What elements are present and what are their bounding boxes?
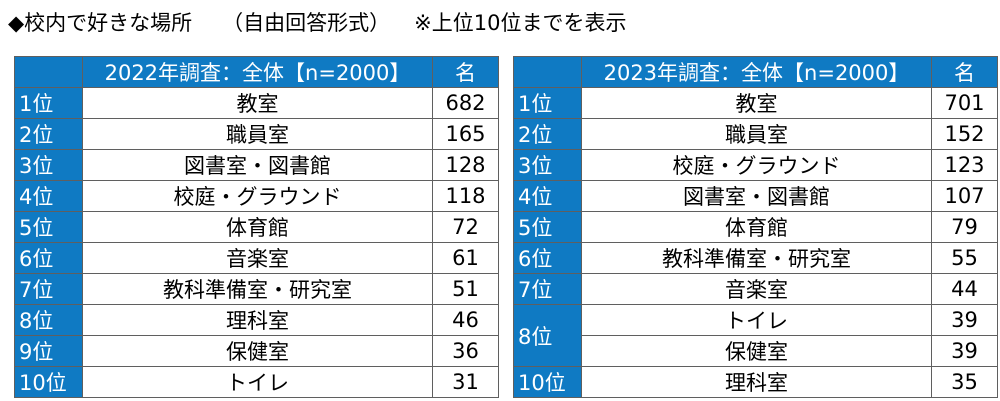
table-row: 7位 音楽室 44 bbox=[513, 273, 998, 305]
rank-cell: 7位 bbox=[14, 273, 83, 305]
table-row: 2位 職員室 152 bbox=[513, 118, 998, 150]
place-cell: 保健室 bbox=[581, 335, 932, 367]
table-row: 保健室 39 bbox=[514, 335, 998, 367]
rank-cell: 4位 bbox=[513, 180, 582, 212]
place-cell: 体育館 bbox=[581, 211, 932, 243]
count-cell: 165 bbox=[432, 118, 499, 150]
count-cell: 61 bbox=[432, 242, 499, 274]
rank-cell: 9位 bbox=[14, 335, 83, 367]
rank-cell: 7位 bbox=[513, 273, 582, 305]
table-header-row: 2023年調査：全体【n=2000】 名 bbox=[513, 56, 998, 88]
count-header: 名 bbox=[432, 56, 499, 88]
rank-cell: 5位 bbox=[14, 211, 83, 243]
heading-format: （自由回答形式） bbox=[222, 11, 391, 35]
table-row: 7位 教科準備室・研究室 51 bbox=[14, 273, 499, 305]
rank-cell: 8位 bbox=[14, 304, 83, 336]
rank-cell: 10位 bbox=[513, 366, 582, 398]
count-cell: 152 bbox=[931, 118, 998, 150]
table-row: 1位 教室 701 bbox=[513, 87, 998, 119]
table-row: 3位 校庭・グラウンド 123 bbox=[513, 149, 998, 181]
place-cell: 理科室 bbox=[581, 366, 932, 398]
heading-title: ◆校内で好きな場所 bbox=[8, 11, 193, 35]
place-cell: 音楽室 bbox=[581, 273, 932, 305]
table-row: 5位 体育館 72 bbox=[14, 211, 499, 243]
place-cell: 保健室 bbox=[82, 335, 433, 367]
rank-cell: 2位 bbox=[14, 118, 83, 150]
table-row: 9位 保健室 36 bbox=[14, 335, 499, 367]
count-cell: 35 bbox=[931, 366, 998, 398]
place-cell: 理科室 bbox=[82, 304, 433, 336]
rank-header bbox=[513, 56, 582, 88]
table-row: 5位 体育館 79 bbox=[513, 211, 998, 243]
place-cell: 教室 bbox=[82, 87, 433, 119]
place-cell: 校庭・グラウンド bbox=[581, 149, 932, 181]
table-row: 10位 理科室 35 bbox=[513, 366, 998, 398]
count-cell: 107 bbox=[931, 180, 998, 212]
place-cell: 校庭・グラウンド bbox=[82, 180, 433, 212]
place-cell: 教室 bbox=[581, 87, 932, 119]
count-cell: 72 bbox=[432, 211, 499, 243]
rank-cell: 1位 bbox=[513, 87, 582, 119]
count-cell: 39 bbox=[931, 304, 998, 336]
place-cell: 職員室 bbox=[82, 118, 433, 150]
table-row: 8位 トイレ 39 bbox=[513, 304, 998, 367]
count-cell: 79 bbox=[931, 211, 998, 243]
heading-note: ※上位10位までを表示 bbox=[414, 11, 627, 35]
table-row: 3位 図書室・図書館 128 bbox=[14, 149, 499, 181]
count-cell: 39 bbox=[931, 335, 998, 367]
rank-header bbox=[14, 56, 83, 88]
place-cell: 音楽室 bbox=[82, 242, 433, 274]
rank-cell: 1位 bbox=[14, 87, 83, 119]
count-cell: 682 bbox=[432, 87, 499, 119]
count-cell: 46 bbox=[432, 304, 499, 336]
place-cell: トイレ bbox=[82, 366, 433, 398]
place-cell: 職員室 bbox=[581, 118, 932, 150]
place-cell: 教科準備室・研究室 bbox=[581, 242, 932, 274]
table-row: 6位 教科準備室・研究室 55 bbox=[513, 242, 998, 274]
table-row: 4位 校庭・グラウンド 118 bbox=[14, 180, 499, 212]
count-cell: 31 bbox=[432, 366, 499, 398]
place-cell: 教科準備室・研究室 bbox=[82, 273, 433, 305]
rank-cell: 6位 bbox=[14, 242, 83, 274]
rank-cell: 4位 bbox=[14, 180, 83, 212]
table-row: 2位 職員室 165 bbox=[14, 118, 499, 150]
place-cell: 体育館 bbox=[82, 211, 433, 243]
table-row: 4位 図書室・図書館 107 bbox=[513, 180, 998, 212]
page-heading: ◆校内で好きな場所 （自由回答形式） ※上位10位までを表示 bbox=[8, 6, 626, 40]
ranking-table-2022: 2022年調査：全体【n=2000】 名 1位 教室 682 2位 職員室 16… bbox=[14, 56, 499, 398]
count-header: 名 bbox=[931, 56, 998, 88]
rank-cell: 3位 bbox=[14, 149, 83, 181]
count-cell: 51 bbox=[432, 273, 499, 305]
table-row: 10位 トイレ 31 bbox=[14, 366, 499, 398]
table-row: 1位 教室 682 bbox=[14, 87, 499, 119]
place-cell: 図書室・図書館 bbox=[581, 180, 932, 212]
survey-header: 2023年調査：全体【n=2000】 bbox=[581, 56, 932, 88]
count-cell: 128 bbox=[432, 149, 499, 181]
count-cell: 44 bbox=[931, 273, 998, 305]
table-row: 6位 音楽室 61 bbox=[14, 242, 499, 274]
rank-cell: 8位 bbox=[513, 304, 582, 367]
rank-cell: 5位 bbox=[513, 211, 582, 243]
count-cell: 36 bbox=[432, 335, 499, 367]
survey-header: 2022年調査：全体【n=2000】 bbox=[82, 56, 433, 88]
place-cell: 図書室・図書館 bbox=[82, 149, 433, 181]
count-cell: 701 bbox=[931, 87, 998, 119]
place-cell: トイレ bbox=[581, 304, 932, 336]
table-row: 8位 理科室 46 bbox=[14, 304, 499, 336]
count-cell: 55 bbox=[931, 242, 998, 274]
table-header-row: 2022年調査：全体【n=2000】 名 bbox=[14, 56, 499, 88]
count-cell: 118 bbox=[432, 180, 499, 212]
rank-cell: 10位 bbox=[14, 366, 83, 398]
rank-cell: 3位 bbox=[513, 149, 582, 181]
rank-cell: 2位 bbox=[513, 118, 582, 150]
ranking-table-2023: 2023年調査：全体【n=2000】 名 1位 教室 701 2位 職員室 15… bbox=[513, 56, 998, 398]
rank-cell: 6位 bbox=[513, 242, 582, 274]
count-cell: 123 bbox=[931, 149, 998, 181]
